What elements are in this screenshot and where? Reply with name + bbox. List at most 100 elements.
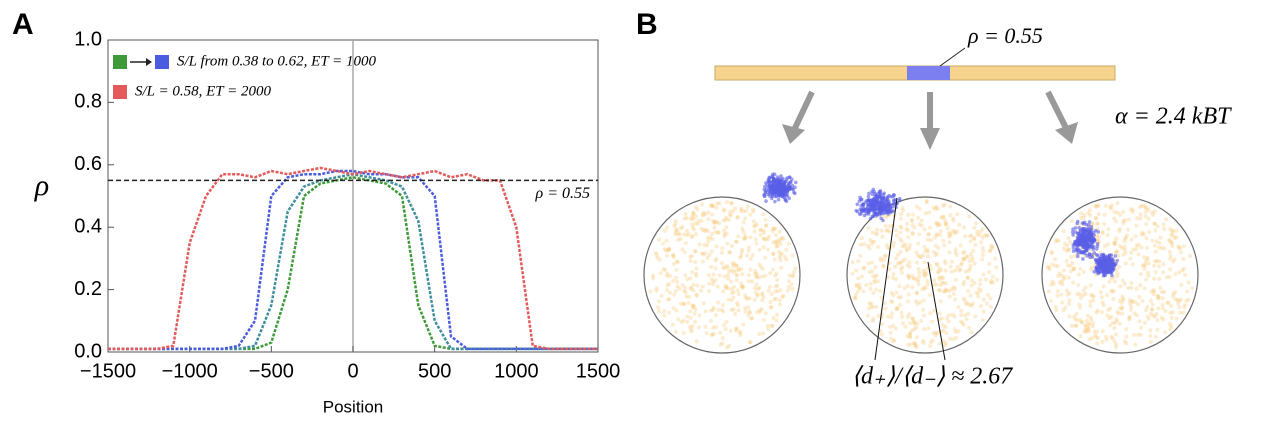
dilute-bead <box>853 295 858 300</box>
dilute-bead <box>665 248 670 253</box>
dilute-bead <box>763 217 768 222</box>
dilute-bead <box>693 249 698 254</box>
dilute-bead <box>769 323 774 328</box>
dilute-bead <box>664 248 669 253</box>
dilute-bead <box>775 244 780 249</box>
dilute-bead <box>911 319 916 324</box>
dilute-bead <box>1103 203 1108 208</box>
dilute-bead <box>674 275 679 280</box>
dilute-bead <box>1158 235 1163 240</box>
dilute-bead <box>1157 240 1162 245</box>
dilute-bead <box>778 288 783 293</box>
dilute-bead <box>690 303 695 308</box>
dilute-bead <box>1047 267 1052 272</box>
dilute-bead <box>1139 203 1144 208</box>
ratio-label: ⟨d₊⟩/⟨d₋⟩ ≈ 2.67 <box>852 364 1014 390</box>
dilute-bead <box>672 292 677 297</box>
dilute-bead <box>914 335 919 340</box>
dilute-bead <box>1083 291 1088 296</box>
dilute-bead <box>952 285 957 290</box>
dilute-bead <box>1162 227 1167 232</box>
dilute-bead <box>1111 240 1116 245</box>
dilute-bead <box>1142 286 1147 291</box>
dense-bead <box>1101 271 1106 276</box>
dilute-bead <box>1081 288 1086 293</box>
dilute-bead <box>683 273 688 278</box>
dilute-bead <box>736 268 741 273</box>
dilute-bead <box>1141 263 1146 268</box>
dilute-bead <box>710 333 715 338</box>
dense-bead <box>866 202 871 207</box>
dense-bead <box>892 193 896 198</box>
dilute-bead <box>948 233 953 238</box>
dilute-bead <box>938 283 943 288</box>
dilute-bead <box>1146 316 1151 321</box>
dilute-bead <box>704 331 709 336</box>
dilute-bead <box>1067 291 1072 296</box>
dilute-bead <box>705 255 710 260</box>
dilute-bead <box>771 251 776 256</box>
dilute-bead <box>906 292 911 297</box>
dilute-bead <box>1117 264 1122 269</box>
dilute-bead <box>685 228 690 233</box>
dilute-bead <box>867 246 872 251</box>
dilute-bead <box>682 216 687 221</box>
dilute-bead <box>1142 255 1147 260</box>
dilute-bead <box>1133 234 1138 239</box>
dilute-bead <box>743 306 748 311</box>
dilute-bead <box>731 307 736 312</box>
dilute-bead <box>700 259 705 264</box>
dense-bead <box>1110 273 1114 278</box>
dilute-bead <box>790 253 795 258</box>
dilute-bead <box>932 278 937 283</box>
dilute-bead <box>934 220 939 225</box>
dilute-bead <box>734 326 739 331</box>
dilute-bead <box>1156 245 1161 250</box>
dilute-bead <box>661 267 666 272</box>
dilute-bead <box>879 332 884 337</box>
dilute-bead <box>673 219 678 224</box>
dilute-bead <box>783 254 788 259</box>
dilute-bead <box>967 214 972 219</box>
dilute-bead <box>972 225 977 230</box>
dilute-bead <box>883 253 888 258</box>
dilute-bead <box>906 274 911 279</box>
dilute-bead <box>1145 257 1150 262</box>
dense-bead <box>769 185 774 189</box>
dilute-bead <box>912 320 917 325</box>
dilute-bead <box>1069 218 1074 223</box>
dilute-bead <box>883 223 888 228</box>
dilute-bead <box>731 289 736 294</box>
dilute-bead <box>700 284 705 289</box>
dilute-bead <box>1096 234 1101 239</box>
dilute-bead <box>709 203 714 208</box>
dilute-bead <box>1143 214 1148 219</box>
dilute-bead <box>663 228 668 233</box>
dilute-bead <box>1126 217 1131 222</box>
dilute-bead <box>894 256 899 261</box>
dilute-bead <box>1173 272 1178 277</box>
dilute-bead <box>975 232 980 237</box>
dilute-bead <box>1090 293 1095 298</box>
dilute-bead <box>929 267 934 272</box>
dilute-bead <box>734 328 739 333</box>
dilute-bead <box>679 319 684 324</box>
dense-bead <box>876 192 880 196</box>
dilute-bead <box>1151 287 1156 292</box>
dilute-bead <box>786 241 791 246</box>
dilute-bead <box>719 307 724 312</box>
dilute-bead <box>909 328 914 333</box>
dilute-bead <box>928 225 933 230</box>
dilute-bead <box>858 286 863 291</box>
dilute-bead <box>703 251 708 256</box>
dilute-bead <box>774 271 779 276</box>
dilute-bead <box>791 273 796 278</box>
dilute-bead <box>920 287 925 292</box>
dilute-bead <box>850 271 855 276</box>
dilute-bead <box>731 209 736 214</box>
dilute-bead <box>943 222 948 227</box>
dilute-bead <box>916 282 921 287</box>
dilute-bead <box>718 342 723 347</box>
dilute-bead <box>1114 236 1119 241</box>
